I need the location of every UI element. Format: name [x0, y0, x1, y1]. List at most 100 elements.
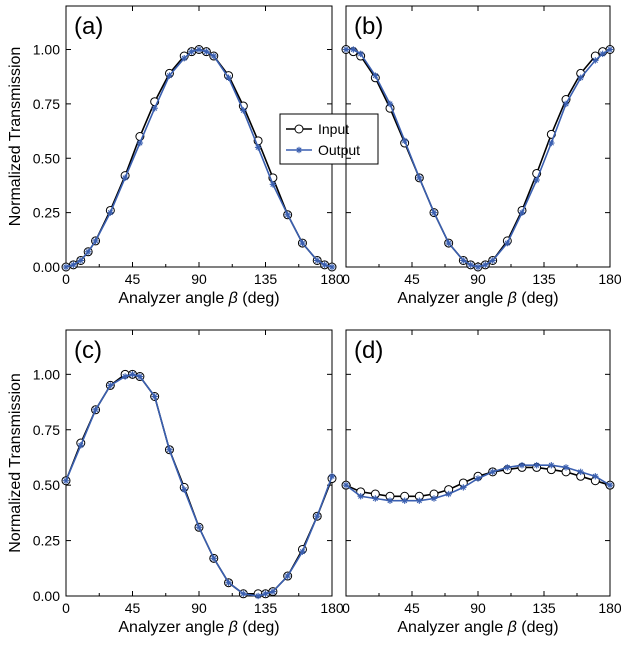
y-tick-label: 0.00 — [33, 588, 60, 604]
x-tick-label: 135 — [532, 271, 556, 287]
x-axis-label-suffix: (deg) — [238, 619, 280, 636]
series-line-input — [345, 48, 611, 268]
output-data-point — [606, 481, 614, 489]
legend-entry-input: Input — [318, 121, 349, 137]
x-tick-label: 90 — [470, 600, 486, 616]
output-data-point — [445, 239, 452, 247]
output-data-point — [460, 257, 467, 264]
output-data-point — [299, 548, 306, 555]
x-axis-label: Analyzer angle β (deg) — [397, 619, 558, 636]
x-tick-label: 90 — [191, 271, 207, 287]
output-data-point — [92, 237, 99, 245]
x-tick-label: 0 — [342, 600, 350, 616]
x-axis-label: Analyzer angle β (deg) — [118, 619, 279, 636]
output-data-point — [203, 48, 210, 55]
output-data-point — [386, 100, 394, 108]
x-axis-label: Analyzer angle β (deg) — [397, 290, 558, 307]
output-data-point — [166, 446, 173, 453]
output-data-point — [77, 442, 84, 449]
x-axis-label: Analyzer angle β (deg) — [118, 290, 279, 307]
x-axis-label-prefix: Analyzer angle — [397, 619, 507, 636]
output-data-point — [416, 497, 423, 504]
output-data-point — [504, 464, 511, 471]
panel-label: (b) — [354, 13, 383, 40]
output-data-point — [386, 497, 394, 504]
panel-label: (c) — [74, 337, 102, 364]
output-data-point — [181, 55, 188, 62]
x-tick-label: 90 — [470, 271, 486, 287]
output-data-point — [372, 72, 379, 79]
x-tick-label: 180 — [320, 271, 344, 287]
output-data-point — [70, 261, 77, 269]
output-data-point — [299, 239, 306, 247]
output-data-point — [225, 74, 232, 81]
chart-panel-4: 0 45 90 135 180 Analyzer angle β (deg) (d) — [341, 329, 621, 636]
panel-label: (d) — [354, 337, 383, 364]
plot-frame — [65, 329, 333, 597]
y-tick-label: 0.50 — [33, 150, 60, 166]
panel-label: (a) — [74, 13, 103, 40]
output-data-point — [314, 257, 321, 264]
output-data-point — [533, 176, 540, 184]
output-data-point — [606, 46, 614, 53]
series-line-output — [346, 48, 611, 268]
y-tick-label: 1.00 — [33, 42, 60, 58]
legend-marker-asterisk — [295, 146, 303, 154]
x-tick-label: 45 — [404, 600, 420, 616]
output-data-point — [460, 484, 467, 491]
chart-panel-3: 0 45 90 135 180 0.00 0.25 0.50 0.75 1.00 Analyzer … — [7, 329, 344, 636]
output-data-point — [562, 100, 570, 108]
output-data-point — [136, 373, 144, 380]
x-axis-label-suffix: (deg) — [517, 619, 559, 636]
x-tick-label: 135 — [254, 271, 278, 287]
plot-frame — [345, 5, 611, 268]
output-data-point — [599, 50, 606, 58]
chart-panel-2: 0 45 90 135 180 Analyzer angle β (deg) (b) — [341, 5, 621, 307]
x-tick-label: 135 — [254, 600, 278, 616]
x-axis-label-symbol: β — [507, 619, 517, 636]
plot-frame — [345, 329, 611, 597]
x-axis-label-prefix: Analyzer angle — [118, 619, 228, 636]
x-tick-label: 0 — [62, 600, 70, 616]
output-data-point — [225, 579, 232, 586]
output-data-point — [284, 211, 291, 218]
output-data-point — [254, 592, 262, 600]
y-tick-label: 1.00 — [33, 366, 60, 382]
x-axis-label-prefix: Analyzer angle — [118, 290, 228, 307]
output-data-point — [592, 473, 599, 480]
legend-marker-circle — [294, 124, 304, 134]
output-data-point — [188, 48, 195, 55]
output-data-point — [577, 74, 584, 81]
output-data-point — [77, 257, 84, 264]
output-data-point — [416, 174, 423, 182]
output-data-point — [107, 209, 114, 216]
legend: Input Output — [279, 113, 379, 165]
output-data-point — [489, 257, 496, 264]
output-data-point — [151, 105, 158, 112]
output-data-point — [430, 209, 438, 216]
output-data-point — [181, 486, 188, 493]
output-data-point — [548, 139, 555, 147]
x-axis-label-symbol: β — [507, 290, 517, 307]
output-data-point — [577, 468, 584, 476]
x-tick-label: 135 — [532, 600, 556, 616]
legend-entry-output: Output — [318, 142, 360, 158]
output-data-point — [445, 490, 452, 498]
output-data-point — [151, 393, 158, 400]
output-data-point — [328, 473, 336, 480]
output-data-point — [269, 181, 277, 188]
output-data-point — [467, 261, 474, 269]
output-data-point — [129, 371, 136, 378]
y-tick-label: 0.75 — [33, 422, 60, 438]
y-axis-label: Normalized Transmission — [7, 373, 24, 553]
x-axis-label-prefix: Analyzer angle — [397, 290, 507, 307]
output-data-point — [92, 406, 99, 413]
output-data-point — [474, 263, 482, 271]
x-axis-label-symbol: β — [228, 619, 238, 636]
x-axis-label-symbol: β — [228, 290, 238, 307]
output-data-point — [62, 263, 70, 271]
output-data-point — [357, 493, 364, 500]
output-data-point — [121, 174, 129, 182]
output-data-point — [321, 261, 328, 269]
